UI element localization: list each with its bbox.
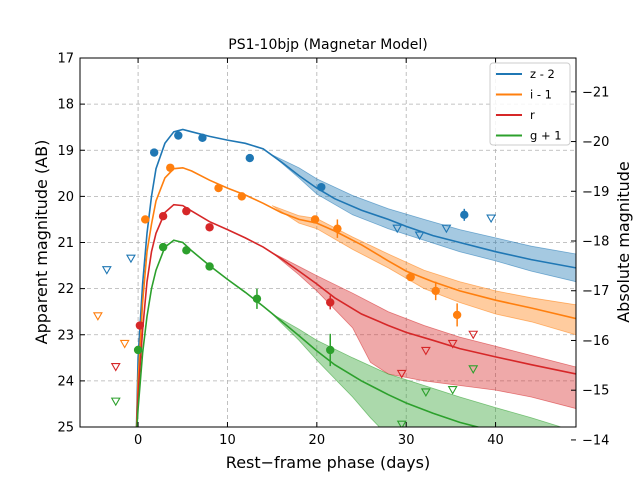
upper-limit-i1 <box>119 339 130 349</box>
point-z2 <box>317 182 326 192</box>
band-g1 <box>271 313 563 427</box>
x-tick-label: 40 <box>487 433 504 448</box>
upper-limit-z2 <box>125 254 136 264</box>
upper-limit-markers <box>92 214 497 427</box>
point-i1 <box>333 224 342 233</box>
right-y-tick-label: −19 <box>582 185 609 200</box>
upper-limit-r <box>396 369 407 379</box>
model-lines <box>135 128 576 427</box>
band-z2 <box>271 154 576 283</box>
right-y-tick-label: −15 <box>582 384 609 399</box>
upper-limit-g1 <box>447 386 458 395</box>
upper-limit-z2 <box>101 266 112 275</box>
right-y-tick-label: −16 <box>582 334 609 349</box>
upper-limit-g1 <box>110 397 121 407</box>
right-y-tick-label: −14 <box>582 433 609 448</box>
right-y-tick-label: −20 <box>582 135 609 150</box>
data-points <box>133 131 469 367</box>
legend-label-z2: z - 2 <box>530 67 555 81</box>
point-r <box>205 223 214 232</box>
point-g1 <box>326 345 335 355</box>
legend-label-g1: g + 1 <box>530 129 562 143</box>
y-tick-label: 19 <box>57 144 74 159</box>
upper-limit-g1 <box>420 388 431 398</box>
model-line-g1 <box>136 239 481 427</box>
point-i1 <box>431 286 440 296</box>
point-z2 <box>460 210 469 220</box>
y-tick-label: 23 <box>57 328 74 343</box>
y-tick-label: 17 <box>57 52 74 67</box>
x-tick-label: 30 <box>398 433 415 448</box>
y-tick-label: 25 <box>57 421 74 436</box>
x-tick-label: 10 <box>219 433 236 448</box>
point-i1 <box>237 192 246 201</box>
point-i1 <box>141 215 150 224</box>
y-axis-title: Apparent magnitude (AB) <box>32 140 51 345</box>
point-g1 <box>252 294 262 303</box>
x-tick-label: 20 <box>309 433 326 448</box>
point-i1 <box>310 215 320 224</box>
upper-limit-z2 <box>392 224 403 234</box>
point-g1 <box>205 262 214 271</box>
point-i1 <box>166 163 175 172</box>
y-tick-label: 21 <box>57 236 74 251</box>
legend-box <box>489 62 571 146</box>
point-z2 <box>198 133 207 142</box>
axis-ticks: 0 10 20 30 40 17 18 19 20 21 22 23 24 25 −21 −20 −19 −18 −… <box>57 52 609 449</box>
point-i1 <box>406 272 415 282</box>
point-r <box>135 321 145 330</box>
model-line-z2 <box>135 128 576 427</box>
point-r <box>182 206 191 216</box>
y-tick-label: 18 <box>57 98 74 113</box>
right-y-axis-title: Absolute magnitude <box>614 161 633 323</box>
upper-limit-g1 <box>396 420 407 427</box>
y-tick-label: 20 <box>57 190 74 205</box>
point-r <box>158 212 168 221</box>
upper-limit-z2 <box>486 214 497 224</box>
point-i1 <box>452 310 462 320</box>
right-y-tick-label: −18 <box>582 235 609 250</box>
chart-title: PS1-10bjp (Magnetar Model) <box>228 37 427 53</box>
upper-limit-r <box>420 346 431 356</box>
point-z2 <box>174 131 183 140</box>
x-axis-title: Rest−frame phase (days) <box>226 453 430 472</box>
right-y-tick-label: −17 <box>582 284 609 299</box>
upper-limit-z2 <box>441 224 452 234</box>
point-r <box>326 298 335 307</box>
upper-limit-r <box>468 330 479 340</box>
model-line-i1 <box>135 166 576 427</box>
point-z2 <box>149 148 159 157</box>
y-tick-label: 22 <box>57 282 74 297</box>
point-g1 <box>133 345 143 355</box>
y-tick-label: 24 <box>57 374 74 389</box>
upper-limit-i1 <box>92 312 103 321</box>
upper-limit-r <box>447 339 458 349</box>
legend: z - 2 i - 1 r g + 1 <box>489 62 571 146</box>
legend-label-r: r <box>530 108 535 122</box>
upper-limit-z2 <box>414 231 425 241</box>
point-z2 <box>245 153 255 163</box>
legend-label-i1: i - 1 <box>530 88 552 102</box>
band-r <box>271 252 576 410</box>
point-i1 <box>214 183 223 193</box>
upper-limit-g1 <box>468 365 479 374</box>
upper-limit-r <box>110 362 121 372</box>
point-g1 <box>182 246 191 255</box>
model-line-r <box>135 203 576 427</box>
x-tick-label: 0 <box>134 433 142 448</box>
right-y-tick-label: −21 <box>582 85 609 100</box>
point-g1 <box>158 242 168 252</box>
